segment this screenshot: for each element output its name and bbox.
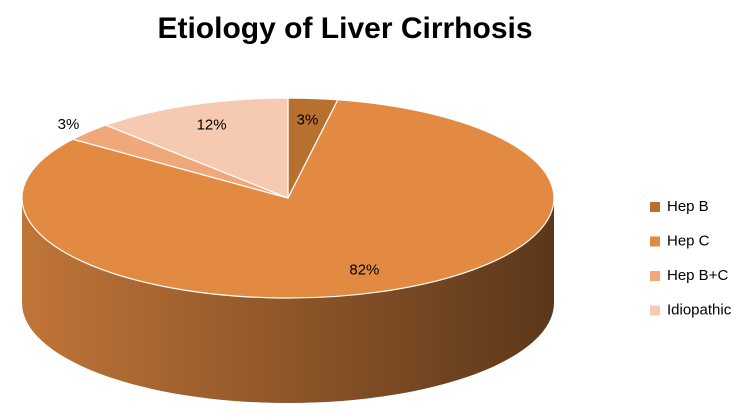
data-label: 82% bbox=[349, 261, 379, 278]
legend-label: Hep B+C bbox=[667, 267, 728, 284]
slice bbox=[104, 97, 289, 199]
data-label: 3% bbox=[58, 116, 80, 133]
data-label: 3% bbox=[297, 111, 319, 128]
legend-swatch bbox=[650, 202, 660, 212]
legend-swatch bbox=[650, 305, 660, 316]
legend-swatch bbox=[650, 271, 660, 281]
chart-title: Etiology of Liver Cirrhosis bbox=[157, 12, 532, 45]
slice-side bbox=[22, 198, 554, 403]
legend-label: Hep B bbox=[667, 198, 709, 215]
legend-swatch bbox=[650, 236, 660, 247]
slice bbox=[21, 99, 555, 299]
legend-label: Idiopathic bbox=[667, 301, 732, 318]
data-label: 12% bbox=[197, 116, 227, 133]
legend-label: Hep C bbox=[667, 232, 710, 249]
